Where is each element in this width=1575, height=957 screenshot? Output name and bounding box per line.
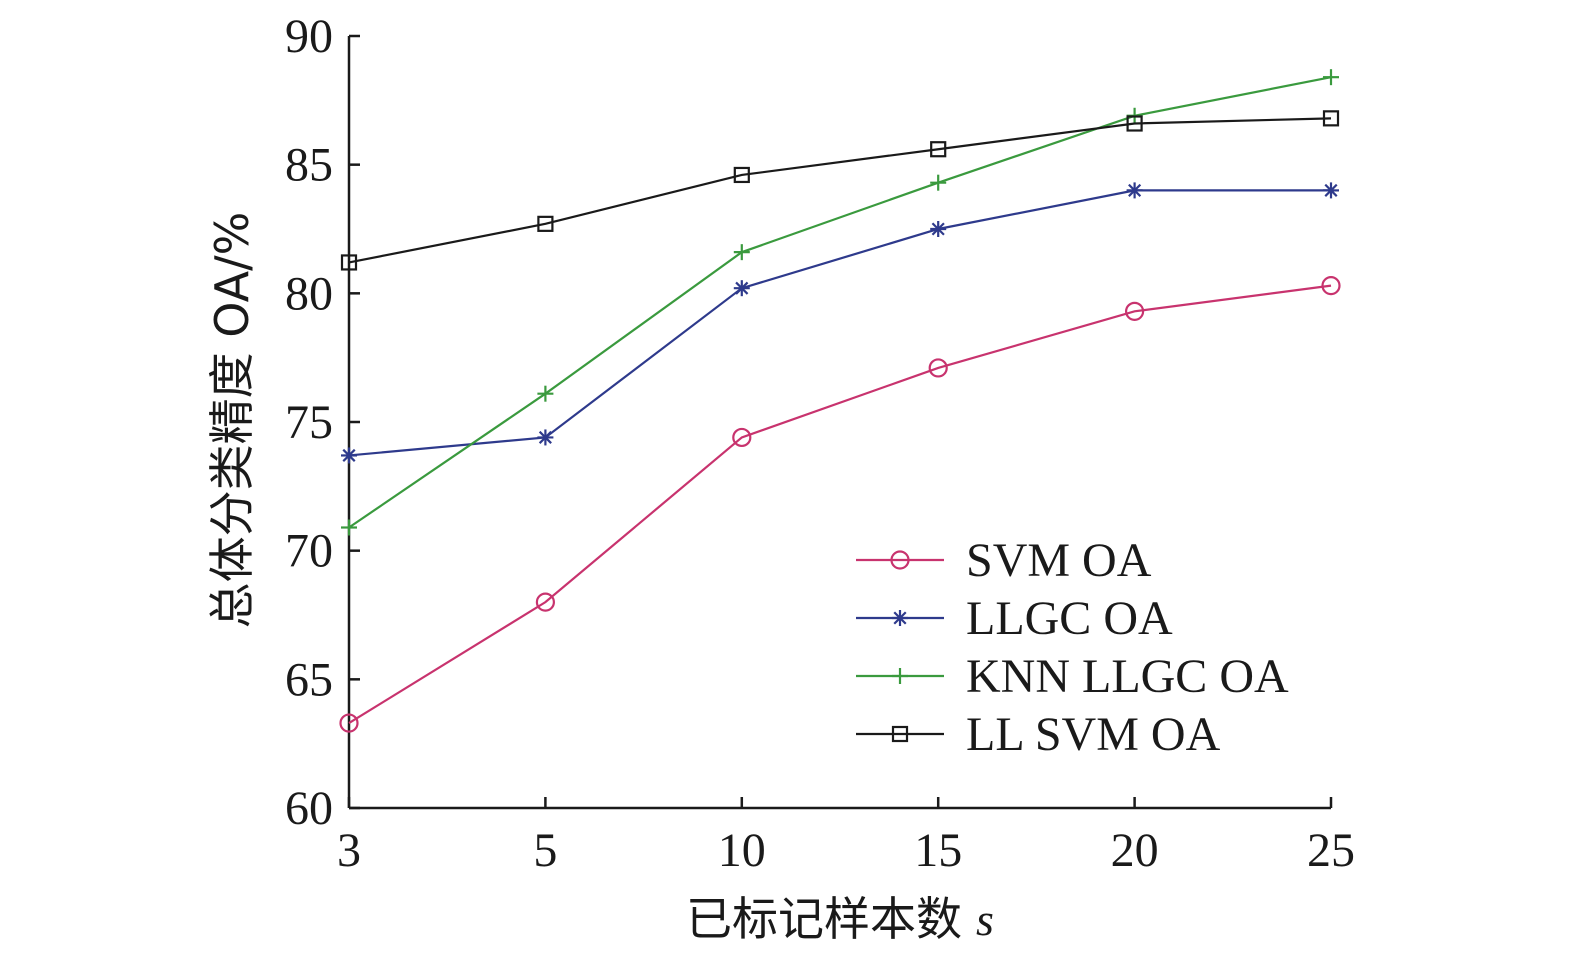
y-tick-label: 80: [285, 267, 333, 320]
legend-label: LLGC OA: [966, 592, 1173, 645]
data-point-llgc-oa: [1323, 182, 1339, 199]
data-point-svm-oa: [535, 592, 556, 612]
data-point-knn-llgc-oa: [1323, 69, 1339, 86]
legend-item-llgc-oa: LLGC OA: [856, 592, 1173, 645]
data-point-ll-svm-oa: [537, 215, 554, 232]
legend-marker-square: [891, 725, 909, 743]
data-point-svm-oa: [928, 358, 948, 378]
data-point-knn-llgc-oa: [930, 174, 947, 191]
data-point-llgc-oa: [537, 429, 554, 446]
legend-marker-asterisk: [892, 610, 908, 626]
data-point-llgc-oa: [733, 280, 750, 297]
data-point-ll-svm-oa: [930, 141, 947, 158]
series-line-ll-svm-oa: [348, 117, 1332, 264]
y-tick-label: 75: [285, 396, 333, 449]
data-point-svm-oa: [1321, 276, 1341, 296]
legend-marker-plus: [892, 668, 908, 684]
legend-label: KNN LLGC OA: [966, 650, 1289, 703]
legend-label: SVM OA: [966, 534, 1152, 587]
data-point-llgc-oa: [930, 221, 947, 237]
legend-item-knn-llgc-oa: KNN LLGC OA: [856, 650, 1289, 703]
series-svm-oa: [339, 276, 1341, 733]
series-ll-svm-oa: [340, 110, 1340, 271]
y-axis-title: 总体分类精度 OA/%: [205, 212, 259, 629]
data-point-svm-oa: [732, 427, 752, 448]
series-line-knn-llgc-oa: [348, 76, 1332, 529]
data-point-ll-svm-oa: [340, 254, 358, 271]
series-knn-llgc-oa: [341, 69, 1339, 536]
x-axis-title-text: 已标记样本数: [686, 892, 962, 946]
x-tick-label: 10: [718, 824, 766, 877]
x-axis-title: 已标记样本数 s: [686, 892, 994, 946]
data-point-knn-llgc-oa: [733, 244, 750, 261]
x-tick-label: 15: [914, 824, 962, 877]
data-point-knn-llgc-oa: [537, 385, 554, 402]
series-llgc-oa: [341, 182, 1339, 464]
data-point-svm-oa: [1124, 301, 1145, 321]
legend-item-svm-oa: SVM OA: [856, 534, 1152, 587]
y-tick-label: 65: [285, 653, 333, 706]
data-point-ll-svm-oa: [733, 166, 750, 184]
x-tick-label: 3: [337, 824, 361, 877]
data-point-knn-llgc-oa: [341, 519, 357, 536]
series-layer: [339, 69, 1341, 733]
y-tick-label: 70: [285, 525, 333, 578]
legend-item-ll-svm-oa: LL SVM OA: [856, 708, 1221, 761]
data-point-ll-svm-oa: [1322, 110, 1340, 127]
data-point-ll-svm-oa: [1126, 115, 1143, 132]
y-tick-label: 60: [285, 782, 333, 835]
x-tick-label: 25: [1307, 824, 1355, 877]
x-tick-label: 20: [1111, 824, 1159, 877]
data-point-svm-oa: [339, 713, 359, 733]
data-point-llgc-oa: [341, 447, 357, 464]
data-point-llgc-oa: [1126, 182, 1143, 199]
legend-label: LL SVM OA: [966, 708, 1221, 761]
y-tick-label: 85: [285, 139, 333, 192]
x-axis-title-variable: s: [976, 894, 994, 945]
x-tick-label: 5: [533, 824, 557, 877]
ticks: 60 65 70 75 80 85 90 3 5 10 15 20 25: [285, 10, 1355, 877]
series-line-llgc-oa: [348, 189, 1331, 457]
y-tick-label: 90: [285, 10, 333, 63]
series-line-svm-oa: [348, 284, 1332, 725]
legend-marker-circle: [890, 550, 910, 570]
